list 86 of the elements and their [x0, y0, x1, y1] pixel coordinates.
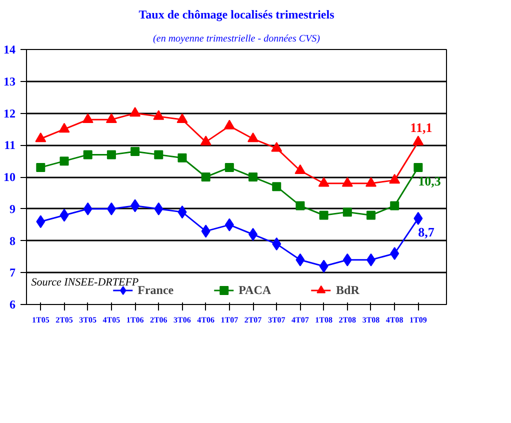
point [154, 202, 164, 216]
y-tick-label: 12 [4, 106, 16, 120]
y-tick-label: 8 [10, 234, 16, 248]
point [106, 202, 116, 216]
legend-label: PACA [238, 282, 272, 298]
data-label: 10,3 [418, 173, 442, 188]
x-tick-label: 4T07 [292, 316, 309, 324]
point [201, 172, 210, 182]
point [201, 224, 210, 238]
point [154, 150, 164, 160]
point [414, 212, 423, 225]
point [106, 150, 116, 160]
point [36, 162, 46, 172]
y-tick-label: 10 [4, 170, 16, 184]
point [176, 113, 188, 124]
point [272, 182, 282, 192]
x-tick-label: 1T08 [315, 316, 332, 324]
point [248, 172, 258, 182]
x-tick-label: 3T08 [362, 316, 380, 324]
point [342, 253, 352, 266]
x-tick-label: 2T06 [150, 316, 168, 324]
point [130, 106, 141, 117]
y-tick-label: 11 [4, 138, 16, 152]
point [272, 237, 282, 250]
chart-subtitle: (en moyenne trimestrielle - données CVS) [153, 34, 321, 44]
x-tick-label: 2T08 [338, 316, 356, 324]
x-tick-label: 4T06 [197, 316, 214, 324]
x-tick-label: 1T07 [220, 316, 238, 324]
point [60, 208, 69, 222]
point [414, 162, 423, 172]
point [224, 120, 235, 130]
point [58, 122, 70, 133]
point [130, 147, 140, 156]
x-tick-label: 4T08 [386, 316, 404, 324]
point [178, 153, 187, 162]
point [319, 210, 328, 220]
point [294, 164, 306, 174]
point [36, 215, 46, 228]
point [342, 208, 352, 217]
point [389, 174, 400, 184]
point [319, 260, 328, 273]
y-tick-label: 13 [4, 74, 16, 88]
data-label: 11,1 [410, 120, 432, 135]
x-tick-label: 1T09 [410, 316, 427, 324]
point [82, 113, 94, 124]
legend-label: France [138, 282, 174, 298]
x-tick-label: 3T07 [268, 316, 286, 324]
y-tick-label: 14 [4, 42, 16, 56]
point [200, 136, 212, 146]
point [83, 150, 92, 160]
x-tick-label: 3T06 [174, 316, 191, 324]
point [153, 110, 164, 120]
point [248, 228, 258, 241]
point [248, 132, 259, 142]
x-tick-label: 2T07 [244, 316, 262, 324]
legend-label: BdR [336, 282, 360, 298]
point [390, 201, 400, 210]
point [296, 201, 305, 210]
x-tick-label: 3T05 [79, 316, 97, 324]
point [106, 113, 117, 124]
point [224, 218, 234, 232]
y-tick-label: 7 [10, 266, 16, 280]
point [342, 177, 353, 187]
data-label: 8,7 [418, 224, 435, 240]
annotation: Source INSEE-DRTEFP [31, 276, 139, 289]
point [318, 177, 330, 187]
x-tick-label: 1T05 [32, 316, 50, 324]
point [35, 132, 46, 142]
chart-title: Taux de chômage localisés trimestriels [138, 8, 335, 22]
point [296, 253, 305, 266]
x-tick-label: 1T06 [126, 316, 144, 324]
y-tick-label: 6 [10, 298, 16, 312]
point [390, 247, 400, 260]
point [178, 206, 187, 219]
point [83, 202, 92, 216]
point [60, 156, 69, 166]
y-tick-label: 9 [10, 202, 16, 216]
point [224, 162, 234, 172]
point [365, 177, 376, 187]
point [366, 253, 376, 266]
point [271, 142, 282, 152]
point [366, 210, 376, 220]
point [130, 199, 140, 212]
x-tick-label: 4T05 [102, 316, 120, 324]
point [412, 136, 424, 146]
x-tick-label: 2T05 [56, 316, 73, 324]
